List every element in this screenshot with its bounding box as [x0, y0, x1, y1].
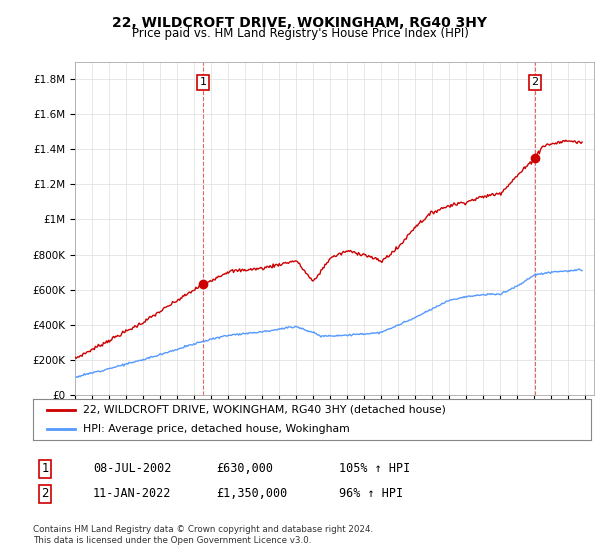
- Text: 1: 1: [41, 462, 49, 475]
- Text: £630,000: £630,000: [216, 462, 273, 475]
- Text: 22, WILDCROFT DRIVE, WOKINGHAM, RG40 3HY: 22, WILDCROFT DRIVE, WOKINGHAM, RG40 3HY: [113, 16, 487, 30]
- Text: Contains HM Land Registry data © Crown copyright and database right 2024.
This d: Contains HM Land Registry data © Crown c…: [33, 525, 373, 545]
- Text: 08-JUL-2002: 08-JUL-2002: [93, 462, 172, 475]
- Text: 96% ↑ HPI: 96% ↑ HPI: [339, 487, 403, 501]
- Text: 22, WILDCROFT DRIVE, WOKINGHAM, RG40 3HY (detached house): 22, WILDCROFT DRIVE, WOKINGHAM, RG40 3HY…: [83, 405, 446, 415]
- Text: £1,350,000: £1,350,000: [216, 487, 287, 501]
- Text: 1: 1: [199, 77, 206, 87]
- Text: 11-JAN-2022: 11-JAN-2022: [93, 487, 172, 501]
- Text: 2: 2: [532, 77, 539, 87]
- Text: HPI: Average price, detached house, Wokingham: HPI: Average price, detached house, Woki…: [83, 423, 350, 433]
- Text: 2: 2: [41, 487, 49, 501]
- Text: 105% ↑ HPI: 105% ↑ HPI: [339, 462, 410, 475]
- Text: Price paid vs. HM Land Registry's House Price Index (HPI): Price paid vs. HM Land Registry's House …: [131, 27, 469, 40]
